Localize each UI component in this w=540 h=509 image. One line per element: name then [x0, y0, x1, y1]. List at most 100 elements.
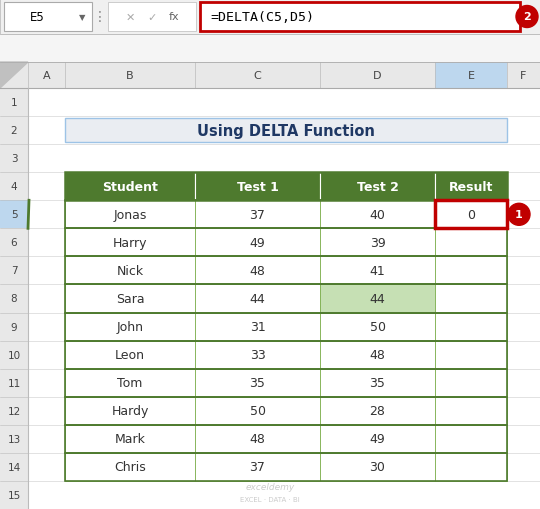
Text: 35: 35: [369, 377, 386, 389]
Bar: [65, 229, 507, 257]
Text: 50: 50: [369, 321, 386, 333]
Bar: [507, 63, 540, 89]
Bar: [435, 285, 507, 313]
Text: 48: 48: [369, 349, 386, 361]
Circle shape: [508, 204, 530, 226]
Text: Nick: Nick: [117, 264, 144, 277]
Bar: [435, 425, 507, 453]
Text: 39: 39: [369, 236, 386, 249]
Text: Test 1: Test 1: [237, 180, 279, 193]
Bar: [65, 119, 507, 143]
Bar: [195, 257, 320, 285]
Bar: [65, 201, 195, 229]
Bar: [320, 201, 435, 229]
Text: 1: 1: [515, 210, 523, 220]
Text: EXCEL · DATA · BI: EXCEL · DATA · BI: [240, 496, 300, 502]
Bar: [65, 285, 195, 313]
Bar: [0, 313, 28, 341]
Text: Sara: Sara: [116, 293, 144, 305]
Bar: [195, 341, 320, 369]
Bar: [435, 341, 507, 369]
Text: 31: 31: [249, 321, 265, 333]
Bar: [195, 425, 320, 453]
Bar: [65, 397, 507, 425]
Text: E5: E5: [30, 11, 45, 24]
Text: ✕: ✕: [125, 13, 134, 22]
Text: 13: 13: [8, 434, 21, 444]
Text: Chris: Chris: [114, 461, 146, 473]
Bar: [320, 285, 435, 313]
Bar: [0, 145, 28, 173]
Bar: [65, 369, 507, 397]
Bar: [0, 201, 28, 229]
Bar: [195, 63, 320, 89]
Text: 41: 41: [369, 264, 386, 277]
Bar: [320, 341, 435, 369]
Bar: [65, 63, 195, 89]
Text: 49: 49: [249, 236, 265, 249]
Text: B: B: [126, 71, 134, 81]
Bar: [65, 313, 195, 341]
Text: ▼: ▼: [79, 13, 85, 22]
Bar: [65, 453, 195, 481]
Text: 44: 44: [249, 293, 265, 305]
Text: 37: 37: [249, 208, 266, 221]
Text: 12: 12: [8, 406, 21, 416]
Text: 14: 14: [8, 462, 21, 472]
Text: 44: 44: [369, 293, 386, 305]
Bar: [108, 3, 196, 32]
Bar: [65, 313, 507, 341]
Bar: [195, 229, 320, 257]
Bar: [195, 369, 320, 397]
Bar: [0, 229, 28, 257]
Text: 10: 10: [8, 350, 21, 360]
Bar: [435, 229, 507, 257]
Text: Student: Student: [102, 180, 158, 193]
Text: D: D: [373, 71, 382, 81]
Bar: [0, 63, 540, 89]
Text: John: John: [117, 321, 144, 333]
Text: Result: Result: [449, 180, 493, 193]
Bar: [65, 257, 507, 285]
Bar: [320, 173, 435, 201]
Bar: [195, 285, 320, 313]
Text: F: F: [521, 71, 526, 81]
Text: 7: 7: [11, 266, 17, 276]
Bar: [65, 257, 195, 285]
Bar: [320, 425, 435, 453]
Text: A: A: [43, 71, 50, 81]
Text: 15: 15: [8, 490, 21, 500]
Bar: [65, 229, 195, 257]
Bar: [0, 257, 28, 285]
Text: Test 2: Test 2: [356, 180, 399, 193]
Text: Mark: Mark: [114, 433, 145, 445]
Bar: [195, 201, 320, 229]
Bar: [65, 173, 507, 201]
Text: 9: 9: [11, 322, 17, 332]
Text: E: E: [468, 71, 475, 81]
Text: fx: fx: [168, 13, 179, 22]
Bar: [65, 425, 507, 453]
Bar: [0, 35, 28, 509]
Bar: [0, 481, 28, 509]
Text: 48: 48: [249, 433, 266, 445]
Text: ✓: ✓: [147, 13, 157, 22]
Bar: [200, 3, 520, 32]
Text: Harry: Harry: [113, 236, 147, 249]
Bar: [195, 397, 320, 425]
Bar: [65, 341, 195, 369]
Text: 11: 11: [8, 378, 21, 388]
Bar: [195, 453, 320, 481]
Text: Tom: Tom: [117, 377, 143, 389]
Bar: [320, 369, 435, 397]
Text: 48: 48: [249, 264, 266, 277]
Bar: [65, 173, 195, 201]
Text: 40: 40: [369, 208, 386, 221]
Text: 37: 37: [249, 461, 266, 473]
Bar: [435, 201, 507, 229]
Bar: [0, 397, 28, 425]
Bar: [435, 201, 507, 229]
Text: C: C: [254, 71, 261, 81]
Text: 50: 50: [249, 405, 266, 417]
Bar: [0, 425, 28, 453]
